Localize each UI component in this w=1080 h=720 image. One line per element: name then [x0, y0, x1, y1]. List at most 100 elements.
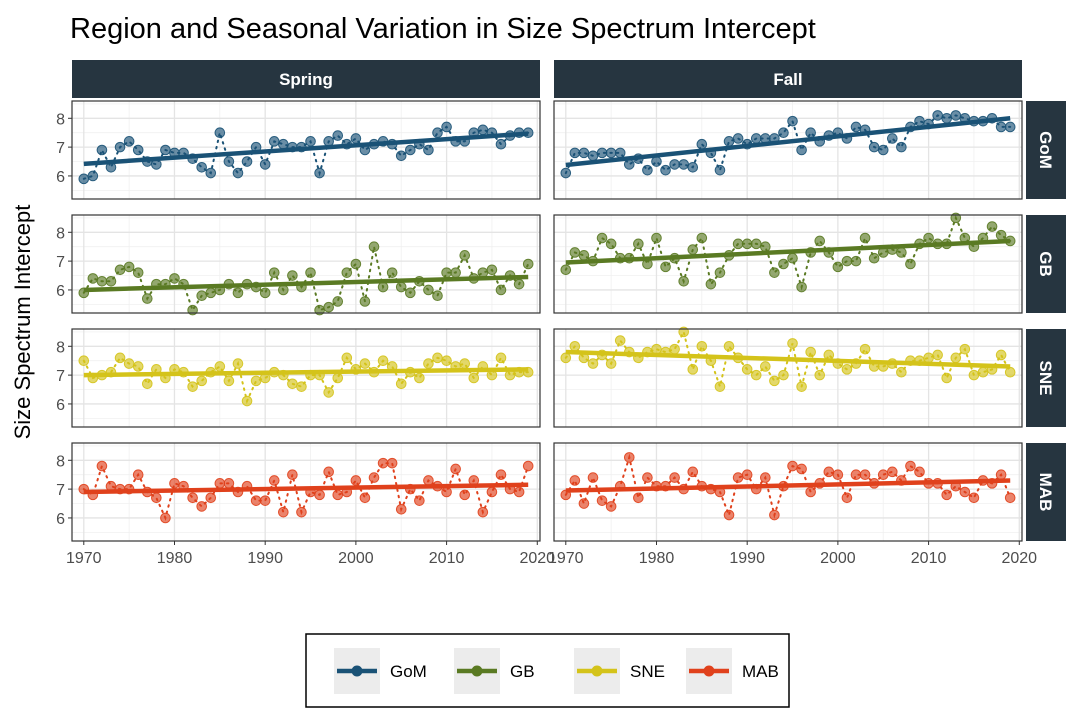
trend-line: [83, 482, 529, 495]
data-point: [905, 460, 916, 472]
data-point: [741, 469, 753, 481]
data-point: [486, 486, 498, 498]
data-point: [850, 121, 862, 133]
data-point: [359, 358, 371, 369]
data-point: [395, 150, 407, 162]
data-point: [377, 457, 389, 469]
data-point: [687, 161, 699, 173]
data-point: [278, 284, 289, 296]
data-point: [432, 290, 443, 302]
strip-gom: GoM: [1026, 101, 1066, 199]
trend-line: [83, 367, 529, 378]
data-point: [687, 364, 699, 375]
data-point: [305, 136, 316, 147]
data-point: [850, 469, 862, 481]
data-point: [513, 278, 525, 290]
data-point: [96, 144, 108, 156]
data-point: [314, 167, 325, 179]
data-point: [750, 369, 762, 381]
data-point: [132, 267, 144, 278]
data-point: [196, 161, 207, 173]
data-point: [651, 156, 662, 167]
data-point: [323, 466, 334, 478]
data-point: [259, 159, 271, 170]
panel-bg: [72, 329, 540, 427]
data-point: [441, 355, 452, 367]
data-point: [959, 486, 971, 498]
data-point: [723, 509, 735, 521]
data-point: [160, 512, 171, 524]
data-point: [887, 133, 898, 144]
data-point: [769, 375, 780, 387]
data-point: [141, 378, 153, 390]
data-point: [123, 136, 135, 147]
data-point: [314, 489, 325, 501]
data-point: [187, 492, 198, 504]
data-point: [169, 478, 180, 489]
data-point: [395, 281, 407, 293]
legend: GoM GB SNE MAB: [305, 633, 790, 708]
data-point: [651, 232, 662, 244]
chart-title: Region and Seasonal Variation in Size Sp…: [70, 13, 816, 45]
data-point: [896, 247, 907, 258]
x-tick-label: 2000: [338, 550, 374, 567]
data-point: [278, 506, 289, 518]
strip-bg: [1026, 443, 1066, 541]
data-point: [877, 469, 889, 481]
data-point: [633, 238, 644, 250]
data-point: [114, 141, 126, 153]
data-point: [486, 264, 498, 276]
data-point: [350, 133, 362, 144]
trend-line: [83, 131, 529, 167]
data-point: [796, 144, 807, 156]
data-point: [241, 395, 253, 407]
panel-border: [71, 328, 541, 428]
data-point: [359, 296, 371, 307]
data-point: [868, 252, 880, 264]
legend-label: GoM: [390, 662, 427, 681]
data-point: [859, 343, 871, 355]
strip-bg: [1026, 329, 1066, 427]
data-point: [341, 267, 353, 278]
data-point: [1004, 492, 1016, 504]
data-point: [805, 346, 816, 358]
data-point: [450, 267, 461, 278]
panel-gom-fall: [553, 100, 1023, 200]
legend-item-sne: SNE: [574, 648, 665, 694]
data-point: [941, 112, 953, 124]
data-point: [787, 252, 798, 264]
data-point: [905, 258, 916, 270]
data-point: [495, 138, 507, 150]
panel-border: [553, 214, 1023, 314]
data-point: [377, 281, 389, 293]
x-tick-label: 2000: [820, 550, 856, 567]
data-point: [614, 147, 626, 159]
data-point: [332, 296, 344, 307]
data-point: [223, 478, 235, 489]
data-point: [132, 469, 144, 481]
data-point: [96, 460, 108, 472]
data-point: [669, 343, 680, 355]
data-point: [841, 492, 853, 504]
data-point: [950, 352, 962, 364]
data-point: [477, 124, 489, 136]
data-point: [87, 273, 99, 284]
panel-gb-spring: 6 7 8: [56, 214, 541, 316]
strip-label: GB: [1036, 251, 1055, 277]
data-point: [441, 486, 452, 498]
data-point: [368, 472, 380, 483]
data-point: [141, 293, 153, 304]
data-point: [578, 147, 590, 159]
data-point: [350, 475, 362, 486]
data-point: [986, 221, 998, 232]
data-point: [214, 127, 226, 139]
data-point: [678, 159, 689, 170]
data-point: [423, 284, 434, 296]
data-point: [587, 150, 599, 162]
panel-border: [553, 442, 1023, 542]
data-point: [214, 361, 226, 372]
data-point: [432, 352, 443, 364]
data-point: [268, 267, 280, 278]
panel-border: [553, 328, 1023, 428]
data-point: [841, 255, 853, 267]
